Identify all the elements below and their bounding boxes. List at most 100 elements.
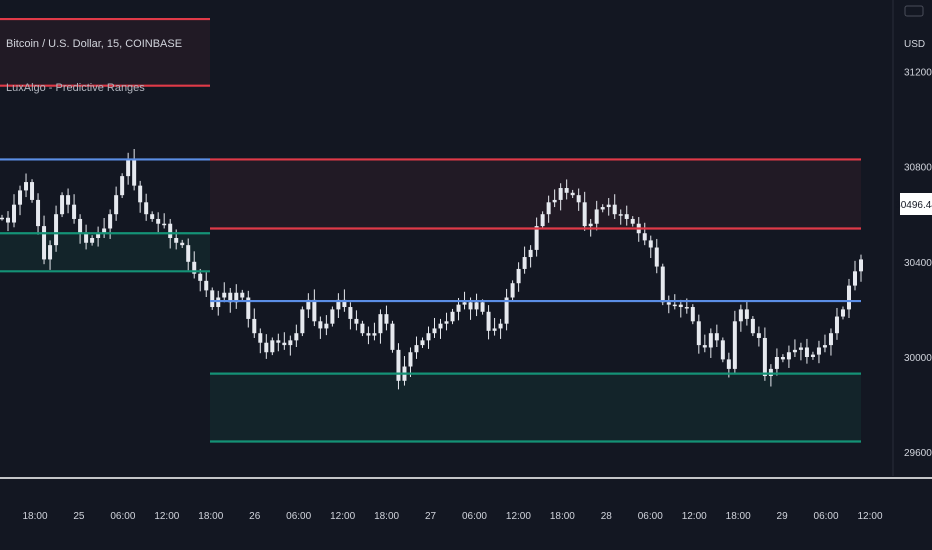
candle-body — [672, 304, 677, 307]
candle-body — [432, 328, 437, 334]
candle-body — [642, 233, 647, 241]
candle-body — [216, 297, 221, 308]
candle-body — [348, 307, 353, 319]
candle-body — [846, 285, 851, 310]
price-tick-label: 29600.00 — [904, 448, 932, 459]
candle-body — [390, 323, 395, 350]
price-axis[interactable]: 29600.00 30000.00 30400.00 30800.00 31200.00 — [904, 67, 932, 459]
candle-body — [720, 340, 725, 360]
time-tick-label: 12:00 — [154, 511, 179, 522]
candle-body — [258, 333, 263, 343]
indicator-title[interactable]: LuxAlgo - Predictive Ranges — [6, 82, 145, 94]
time-tick-label: 28 — [601, 511, 613, 522]
candle-body — [342, 299, 347, 308]
symbol-title[interactable]: Bitcoin / U.S. Dollar, 15, COINBASE — [6, 38, 183, 50]
candle-body — [222, 292, 227, 298]
upper-range-zone — [210, 159, 861, 229]
time-tick-label: 06:00 — [462, 511, 487, 522]
candle-body — [78, 218, 83, 234]
candle-body — [114, 195, 119, 215]
candle-body — [336, 299, 341, 310]
candle-body — [828, 333, 833, 346]
candle-body — [102, 228, 107, 234]
candle-body — [726, 359, 731, 369]
currency-label: USD — [904, 39, 925, 50]
candle-body — [600, 207, 605, 210]
candle-body — [162, 223, 167, 226]
candle-body — [702, 345, 707, 348]
candle-body — [708, 333, 713, 348]
candle-body — [816, 347, 821, 355]
candle-body — [156, 218, 161, 224]
candle-body — [426, 333, 431, 341]
candle-body — [786, 352, 791, 360]
candle-body — [810, 354, 815, 357]
price-tick-label: 30800.00 — [904, 163, 932, 174]
time-tick-label: 12:00 — [857, 511, 882, 522]
candle-body — [822, 345, 827, 348]
candle-body — [690, 307, 695, 322]
candle-body — [72, 204, 77, 219]
candle-body — [144, 202, 149, 215]
time-tick-label: 18:00 — [22, 511, 47, 522]
candle-body — [852, 271, 857, 286]
candle-body — [732, 321, 737, 369]
time-tick-label: 18:00 — [550, 511, 575, 522]
candle-body — [630, 218, 635, 224]
candle-body — [396, 349, 401, 381]
time-tick-label: 27 — [425, 511, 437, 522]
candle-body — [204, 280, 209, 291]
candle-body — [546, 202, 551, 215]
candle-body — [582, 202, 587, 227]
time-axis[interactable]: 18:00 25 06:00 12:00 18:00 26 06:00 12:00 18:00 2… — [22, 511, 882, 522]
candle-body — [570, 192, 575, 196]
candle-body — [294, 333, 299, 341]
candle-body — [18, 190, 23, 205]
candle-body — [198, 273, 203, 281]
candle-body — [438, 323, 443, 329]
candle-body — [540, 214, 545, 227]
candle-body — [414, 345, 419, 353]
candle-body — [678, 304, 683, 308]
time-tick-label: 18:00 — [198, 511, 223, 522]
candle-body — [30, 182, 35, 200]
candle-body — [738, 309, 743, 322]
candle-body — [90, 238, 95, 243]
candle-body — [792, 349, 797, 353]
candle-body — [576, 195, 581, 203]
time-tick-label: 06:00 — [286, 511, 311, 522]
candle-body — [750, 318, 755, 334]
candle-body — [444, 321, 449, 324]
time-tick-label: 18:00 — [726, 511, 751, 522]
candle-body — [240, 292, 245, 298]
candle-body — [12, 204, 17, 223]
candle-body — [132, 159, 137, 186]
candle-body — [150, 214, 155, 219]
candle-body — [180, 242, 185, 246]
candle-body — [804, 347, 809, 357]
candle-body — [210, 290, 215, 308]
upper-range-zone — [0, 19, 210, 86]
axis-settings-icon[interactable] — [904, 5, 924, 17]
candle-body — [282, 342, 287, 346]
candle-body — [859, 259, 863, 272]
candle-body — [6, 217, 11, 223]
candle-body — [654, 247, 659, 267]
price-tick-label: 31200.00 — [904, 67, 932, 78]
candle-body — [834, 316, 839, 334]
candle-body — [768, 368, 773, 377]
candle-body — [780, 357, 785, 360]
last-price-label: 30496.44 — [895, 200, 932, 211]
candle-body — [492, 328, 497, 331]
candle-body — [330, 309, 335, 324]
candle-body — [354, 318, 359, 324]
candle-body — [618, 214, 623, 216]
candle-body — [234, 292, 239, 303]
range-zones — [0, 19, 861, 442]
candle-body — [36, 199, 41, 227]
time-tick-label: 12:00 — [330, 511, 355, 522]
time-tick-label: 12:00 — [682, 511, 707, 522]
candle-body — [528, 249, 533, 258]
